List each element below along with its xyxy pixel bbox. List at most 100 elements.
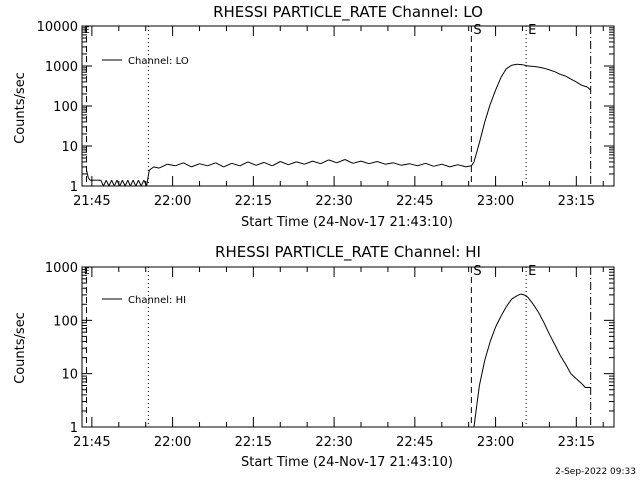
series-segment (489, 326, 497, 342)
series-segment (352, 160, 362, 164)
series-segment (533, 65, 539, 68)
series-segment (511, 63, 518, 66)
series-segment (473, 142, 480, 163)
series-segment (570, 373, 577, 380)
series-segment (449, 164, 459, 168)
series-segment (231, 162, 241, 167)
series-segment (401, 163, 410, 166)
series-segment (538, 66, 545, 69)
x-axis-label: Start Time (24-Nov-17 21:43:10) (241, 455, 453, 470)
series-segment (538, 312, 545, 324)
y-tick-label: 100 (53, 100, 78, 115)
corner-label: E (84, 267, 90, 277)
time-marker-label: E (528, 23, 536, 38)
series-segment (153, 166, 160, 169)
series-segment (336, 159, 346, 164)
x-tick-label: 22:00 (154, 194, 191, 209)
series-segment (465, 165, 472, 168)
series-segment (288, 161, 297, 166)
series-segment (129, 179, 134, 187)
series-segment (111, 179, 115, 187)
series-segment (484, 341, 491, 361)
series-segment (124, 179, 129, 187)
series-segment (296, 161, 305, 165)
y-tick-label: 1 (70, 180, 78, 195)
series-segment (500, 306, 507, 317)
series-segment (478, 121, 486, 143)
plot-frame (81, 25, 615, 187)
x-tick-label: 23:15 (558, 194, 595, 209)
corner-label: E (84, 26, 90, 36)
x-axis-label: Start Time (24-Nov-17 21:43:10) (241, 215, 453, 230)
panel-lo: RHESSI PARTICLE_RATE Channel: LO Counts/… (13, 3, 615, 230)
series-segment (140, 179, 145, 187)
series-segment (143, 179, 148, 187)
y-ticks: 1 10 100 1000 (45, 261, 614, 436)
series-group (86, 63, 592, 187)
series-segment (191, 163, 200, 168)
series-segment (543, 322, 550, 335)
series-segment (554, 344, 561, 356)
series-segment (271, 161, 281, 167)
legend-label: Channel: LO (128, 56, 189, 67)
series-segment (183, 162, 192, 168)
series-segment (484, 104, 491, 123)
y-tick-label: 1000 (45, 261, 78, 276)
y-axis-label: Counts/sec (13, 72, 28, 144)
series-segment (559, 355, 567, 365)
series-segment (524, 294, 529, 298)
x-tick-label: 22:15 (235, 194, 272, 209)
x-tick-label: 22:15 (235, 435, 272, 450)
y-tick-label: 10000 (37, 20, 78, 35)
series-segment (495, 77, 502, 91)
series-segment (360, 160, 370, 165)
series-segment (320, 159, 329, 165)
series-segment (121, 179, 126, 187)
y-tick-label: 10 (61, 140, 78, 155)
y-tick-label: 1000 (45, 60, 78, 75)
series-segment (457, 164, 467, 168)
series-segment (495, 315, 502, 328)
series-segment (132, 179, 137, 187)
series-segment (565, 364, 572, 374)
series-segment (560, 73, 566, 77)
series-segment (100, 179, 104, 187)
time-marker-label: S (473, 264, 481, 279)
x-tick-label: 22:45 (396, 194, 433, 209)
series-segment (505, 298, 513, 307)
series-segment (119, 179, 123, 187)
series-segment (581, 383, 586, 388)
series-segment (581, 84, 588, 88)
chart-title: RHESSI PARTICLE_RATE Channel: HI (215, 243, 481, 262)
series-segment (328, 159, 337, 164)
series-segment (223, 162, 233, 168)
series-segment (548, 333, 556, 345)
x-tick-label: 23:15 (558, 435, 595, 450)
legend-label: Channel: HI (128, 295, 186, 306)
series-segment (116, 179, 121, 187)
series-segment (500, 68, 507, 78)
series-segment (368, 161, 378, 165)
series-segment (344, 159, 354, 164)
y-tick-label: 100 (53, 314, 78, 329)
series-segment (570, 78, 577, 83)
series-segment (516, 293, 521, 297)
series-segment (511, 295, 518, 300)
series-segment (127, 179, 131, 187)
series-group (473, 293, 591, 428)
series-segment (207, 162, 216, 167)
series-segment (470, 161, 475, 167)
x-tick-label: 22:30 (315, 435, 352, 450)
series-segment (543, 67, 550, 71)
series-segment (532, 304, 540, 313)
series-segment (377, 161, 386, 165)
series-segment (520, 293, 525, 296)
panel-hi: RHESSI PARTICLE_RATE Channel: HI Counts/… (13, 243, 615, 470)
x-tick-label: 21:45 (73, 194, 110, 209)
y-tick-label: 10 (61, 368, 78, 383)
series-segment (175, 162, 184, 167)
series-segment (576, 81, 582, 86)
series-segment (158, 163, 168, 169)
